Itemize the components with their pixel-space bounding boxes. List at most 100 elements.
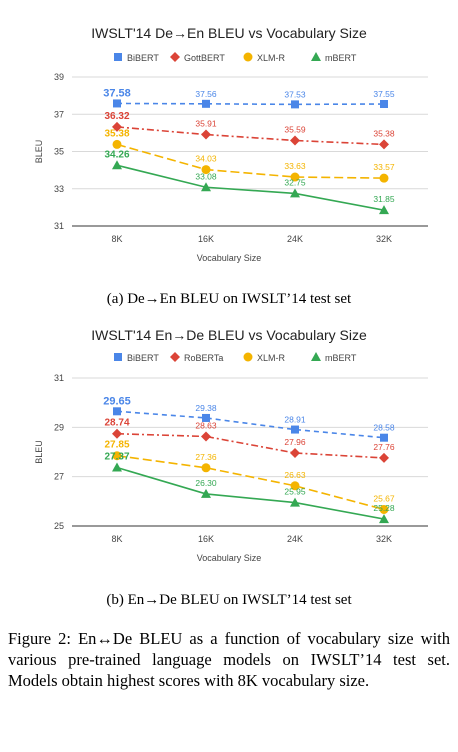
data-label-mbert: 34.26 bbox=[104, 149, 129, 160]
data-point-xlmr bbox=[290, 172, 300, 182]
chart-en-de-svg: IWSLT'14 En→De BLEU vs Vocabulary Size Bi… bbox=[34, 327, 428, 563]
data-point-mbert bbox=[379, 514, 389, 524]
data-point-bibert bbox=[291, 425, 299, 434]
subcaption-b: (b) En→De BLEU on IWSLT’14 test set bbox=[106, 592, 352, 608]
legend-label: GottBERT bbox=[184, 53, 225, 63]
data-label-roberta: 28.63 bbox=[195, 420, 217, 430]
series-line-xlmr bbox=[116, 454, 385, 511]
data-label-roberta: 28.74 bbox=[104, 418, 129, 429]
data-point-xlmr bbox=[379, 173, 389, 183]
data-label-bibert: 29.38 bbox=[195, 403, 217, 413]
data-label-gottbert: 35.59 bbox=[284, 125, 306, 135]
y-tick-label: 29 bbox=[54, 422, 64, 432]
data-point-roberta bbox=[201, 431, 211, 442]
legend-label: RoBERTa bbox=[184, 353, 223, 363]
data-label-mbert: 26.30 bbox=[195, 478, 217, 488]
legend-label: BiBERT bbox=[127, 353, 159, 363]
data-point-roberta bbox=[290, 447, 300, 458]
data-point-xlmr bbox=[290, 481, 300, 491]
data-point-gottbert bbox=[290, 135, 300, 146]
legend-label: mBERT bbox=[325, 53, 357, 63]
x-tick-label: 8K bbox=[111, 234, 122, 244]
data-point-gottbert bbox=[379, 139, 389, 150]
legend-marker-xlmr bbox=[243, 52, 253, 62]
data-point-mbert bbox=[379, 205, 389, 215]
data-label-mbert: 25.95 bbox=[284, 487, 306, 497]
data-label-mbert: 33.08 bbox=[195, 171, 217, 181]
x-axis-label: Vocabulary Size bbox=[197, 553, 262, 563]
data-point-bibert bbox=[291, 100, 299, 109]
y-tick-label: 31 bbox=[54, 221, 64, 231]
legend-label: XLM-R bbox=[257, 53, 286, 63]
x-tick-label: 24K bbox=[287, 234, 303, 244]
series-line-bibert bbox=[116, 410, 385, 439]
chart-title: IWSLT'14 De→En BLEU vs Vocabulary Size bbox=[91, 25, 367, 41]
data-label-xlmr: 25.67 bbox=[373, 493, 395, 503]
legend-marker-mbert bbox=[311, 352, 321, 361]
chart-en-de: IWSLT'14 En→De BLEU vs Vocabulary Size Bi… bbox=[0, 312, 458, 612]
series-line-xlmr bbox=[116, 143, 385, 179]
x-tick-label: 16K bbox=[198, 234, 214, 244]
data-label-bibert: 28.58 bbox=[373, 423, 395, 433]
data-label-gottbert: 36.32 bbox=[104, 111, 129, 122]
data-label-mbert: 32.75 bbox=[284, 177, 306, 187]
data-label-xlmr: 26.63 bbox=[284, 470, 306, 480]
y-axis-label: BLEU bbox=[34, 140, 44, 164]
data-point-roberta bbox=[112, 428, 122, 439]
data-point-mbert bbox=[112, 160, 122, 170]
data-point-bibert bbox=[202, 413, 210, 422]
data-point-mbert bbox=[201, 182, 211, 192]
data-point-xlmr bbox=[201, 463, 211, 473]
legend-label: mBERT bbox=[325, 353, 357, 363]
data-label-bibert: 37.55 bbox=[373, 89, 395, 99]
data-point-roberta bbox=[379, 452, 389, 463]
figure-caption: Figure 2: En↔De BLEU as a function of vo… bbox=[8, 629, 450, 690]
data-point-mbert bbox=[201, 488, 211, 498]
x-tick-label: 32K bbox=[376, 534, 392, 544]
data-point-xlmr bbox=[201, 165, 211, 175]
data-label-xlmr: 35.38 bbox=[104, 128, 129, 139]
data-label-xlmr: 33.63 bbox=[284, 161, 306, 171]
data-label-bibert: 37.53 bbox=[284, 89, 306, 99]
data-point-bibert bbox=[380, 100, 388, 109]
data-label-bibert: 29.65 bbox=[103, 395, 131, 407]
data-label-gottbert: 35.38 bbox=[373, 128, 395, 138]
data-label-xlmr: 27.36 bbox=[195, 452, 217, 462]
series-line-mbert bbox=[116, 164, 385, 211]
series-line-gottbert bbox=[116, 126, 385, 146]
data-label-bibert: 37.56 bbox=[195, 89, 217, 99]
data-point-mbert bbox=[290, 497, 300, 507]
data-label-mbert: 25.28 bbox=[373, 503, 395, 513]
x-tick-label: 8K bbox=[111, 534, 122, 544]
chart-title: IWSLT'14 En→De BLEU vs Vocabulary Size bbox=[91, 327, 367, 343]
legend-marker-bibert bbox=[114, 53, 122, 61]
data-label-xlmr: 34.03 bbox=[195, 154, 217, 164]
data-point-bibert bbox=[202, 99, 210, 108]
y-tick-label: 35 bbox=[54, 147, 64, 157]
legend-label: BiBERT bbox=[127, 53, 159, 63]
data-point-xlmr bbox=[112, 451, 122, 461]
data-label-gottbert: 35.91 bbox=[195, 119, 217, 129]
subcaption-a: (a) De→En BLEU on IWSLT’14 test set bbox=[106, 291, 352, 307]
legend-label: XLM-R bbox=[257, 353, 286, 363]
y-tick-label: 27 bbox=[54, 472, 64, 482]
data-point-xlmr bbox=[112, 139, 122, 149]
series-line-bibert bbox=[116, 102, 385, 106]
data-label-mbert: 31.85 bbox=[373, 194, 395, 204]
legend-marker-xlmr bbox=[243, 352, 253, 362]
x-tick-label: 24K bbox=[287, 534, 303, 544]
data-point-gottbert bbox=[201, 129, 211, 140]
y-tick-label: 39 bbox=[54, 72, 64, 82]
y-axis-label: BLEU bbox=[34, 440, 44, 464]
data-label-roberta: 27.96 bbox=[284, 437, 306, 447]
legend-marker-gottbert bbox=[170, 52, 180, 62]
data-label-xlmr: 33.57 bbox=[373, 162, 395, 172]
legend-marker-bibert bbox=[114, 353, 122, 361]
chart-de-en-svg: IWSLT'14 De→En BLEU vs Vocabulary Size Bi… bbox=[34, 25, 428, 263]
series-line-roberta bbox=[116, 432, 385, 459]
x-tick-label: 16K bbox=[198, 534, 214, 544]
data-label-bibert: 28.91 bbox=[284, 415, 306, 425]
series-line-mbert bbox=[116, 466, 385, 520]
y-tick-label: 25 bbox=[54, 521, 64, 531]
data-point-mbert bbox=[290, 188, 300, 198]
